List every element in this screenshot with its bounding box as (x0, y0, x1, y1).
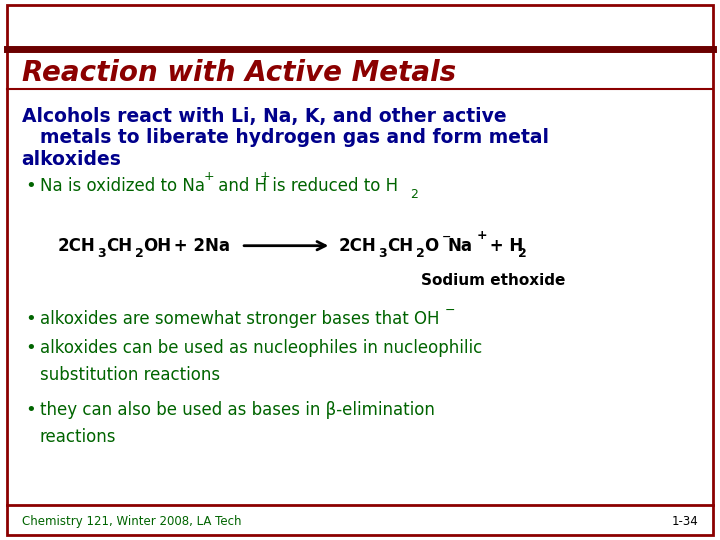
Text: CH: CH (387, 237, 413, 255)
Text: +: + (477, 230, 487, 242)
Text: 2: 2 (135, 247, 144, 260)
Text: and H: and H (213, 177, 267, 195)
Text: + 2Na: + 2Na (168, 237, 230, 255)
Text: 2: 2 (410, 188, 418, 201)
Text: Alcohols react with Li, Na, K, and other active: Alcohols react with Li, Na, K, and other… (22, 106, 506, 126)
Text: Reaction with Active Metals: Reaction with Active Metals (22, 59, 456, 87)
Text: is reduced to H: is reduced to H (267, 177, 398, 195)
Text: 1-34: 1-34 (672, 515, 698, 528)
Text: + H: + H (484, 237, 523, 255)
Text: Sodium ethoxide: Sodium ethoxide (421, 273, 566, 288)
Text: 2CH: 2CH (338, 237, 376, 255)
Text: Na is oxidized to Na: Na is oxidized to Na (40, 177, 204, 195)
Text: −: − (444, 303, 455, 316)
Text: alkoxides: alkoxides (22, 150, 122, 169)
Text: alkoxides are somewhat stronger bases that OH: alkoxides are somewhat stronger bases th… (40, 309, 439, 328)
Text: •: • (25, 339, 36, 357)
Text: −: − (441, 232, 451, 242)
Text: +: + (260, 170, 271, 183)
Text: metals to liberate hydrogen gas and form metal: metals to liberate hydrogen gas and form… (40, 128, 549, 147)
Text: 2CH: 2CH (58, 237, 95, 255)
Text: alkoxides can be used as nucleophiles in nucleophilic: alkoxides can be used as nucleophiles in… (40, 339, 482, 357)
Text: +: + (204, 170, 215, 183)
Text: 3: 3 (97, 247, 106, 260)
Text: O: O (424, 237, 438, 255)
Text: reactions: reactions (40, 428, 116, 447)
Text: •: • (25, 177, 36, 195)
Text: 2: 2 (416, 247, 425, 260)
Text: they can also be used as bases in β-elimination: they can also be used as bases in β-elim… (40, 401, 434, 420)
Text: CH: CH (106, 237, 132, 255)
Text: Na: Na (448, 237, 473, 255)
Text: 2: 2 (518, 247, 526, 260)
Text: 3: 3 (378, 247, 387, 260)
Text: OH: OH (143, 237, 171, 255)
Text: Chemistry 121, Winter 2008, LA Tech: Chemistry 121, Winter 2008, LA Tech (22, 515, 241, 528)
Text: •: • (25, 401, 36, 420)
Text: •: • (25, 309, 36, 328)
Text: substitution reactions: substitution reactions (40, 366, 220, 384)
